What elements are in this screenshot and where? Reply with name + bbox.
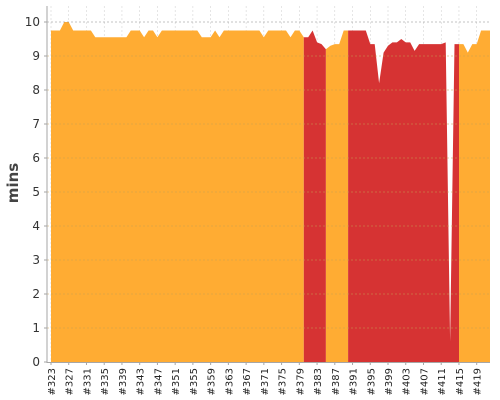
x-tick-label-14: #379 — [295, 368, 306, 395]
y-tick-label-0: 0 — [32, 355, 40, 369]
x-tick-label-21: #407 — [419, 368, 430, 395]
horizontal-gridlines — [47, 21, 490, 329]
x-tick-label-6: #347 — [153, 368, 164, 395]
x-tick-label-9: #359 — [207, 368, 218, 395]
x-tick-label-19: #399 — [384, 368, 395, 395]
x-tick-label-2: #331 — [82, 368, 93, 395]
plot-area — [51, 22, 490, 362]
x-tick-label-0: #323 — [47, 368, 58, 395]
x-tick-label-10: #363 — [224, 368, 235, 395]
y-tick-label-6: 6 — [32, 151, 40, 165]
y-axis-label: mins — [4, 163, 22, 203]
y-tick-label-9: 9 — [32, 49, 40, 63]
x-tick-label-5: #343 — [136, 368, 147, 395]
y-tick-label-10: 10 — [25, 15, 40, 29]
x-tick-label-4: #339 — [118, 368, 129, 395]
area-segment-ok-2 — [325, 30, 349, 362]
x-tick-label-3: #335 — [100, 368, 111, 395]
y-tick-label-5: 5 — [32, 185, 40, 199]
x-tick-label-22: #411 — [437, 368, 448, 395]
area-segment-fail-3 — [348, 30, 459, 362]
y-tick-label-3: 3 — [32, 253, 40, 267]
y-tick-label-7: 7 — [32, 117, 40, 131]
x-tick-label-8: #355 — [189, 368, 200, 395]
x-tick-label-1: #327 — [65, 368, 76, 395]
x-tick-label-7: #351 — [171, 368, 182, 395]
y-tick-labels: 0 1 2 3 4 5 6 7 8 9 10 — [25, 15, 40, 369]
area-segment-ok-0 — [51, 22, 304, 362]
x-tick-label-18: #395 — [366, 368, 377, 395]
x-tick-labels: #323 #327 #331 #335 #339 #343 #347 #351 #355 #359… — [47, 368, 484, 395]
axes — [44, 6, 490, 365]
x-tick-label-17: #391 — [349, 368, 360, 395]
area-segment-ok-4 — [459, 30, 490, 362]
x-tick-label-12: #371 — [260, 368, 271, 395]
x-tick-label-11: #367 — [242, 368, 253, 395]
x-tick-label-23: #415 — [455, 368, 466, 395]
x-tick-label-16: #387 — [331, 368, 342, 395]
y-tick-label-8: 8 — [32, 83, 40, 97]
area-segment-fail-1 — [303, 30, 326, 362]
x-tick-label-24: #419 — [473, 368, 484, 395]
x-tick-label-13: #375 — [278, 368, 289, 395]
y-tick-label-1: 1 — [32, 321, 40, 335]
y-tick-label-4: 4 — [32, 219, 40, 233]
x-tick-label-15: #383 — [313, 368, 324, 395]
y-tick-label-2: 2 — [32, 287, 40, 301]
x-tick-label-20: #403 — [402, 368, 413, 395]
